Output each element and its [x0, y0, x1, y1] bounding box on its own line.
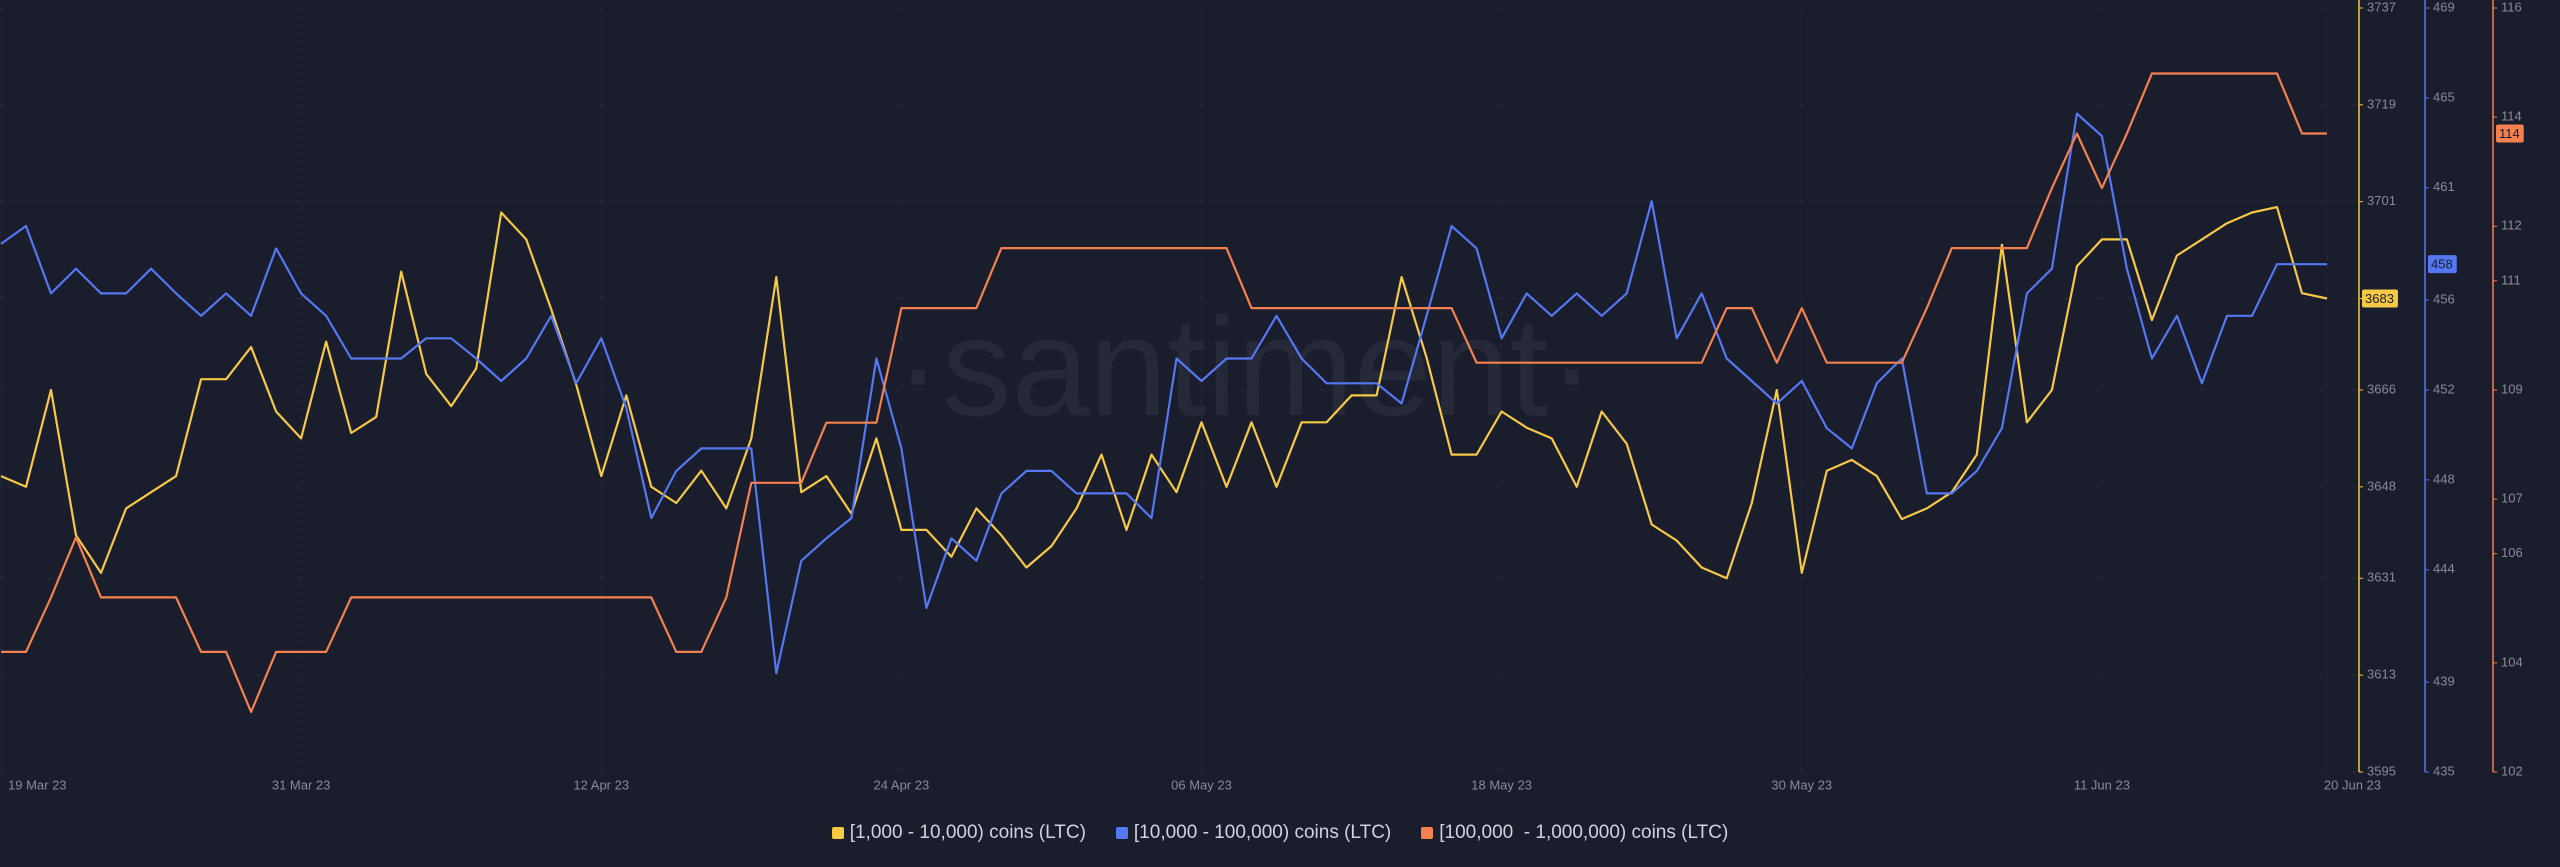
y-tick-label: 3719 — [2367, 96, 2396, 111]
y-tick-label: 116 — [2501, 0, 2522, 14]
value-badge: 114 — [2496, 124, 2524, 143]
y-tick-label: 3631 — [2367, 570, 2396, 585]
y-tick-label: 444 — [2433, 561, 2455, 576]
legend-item[interactable]: [1,000 - 10,000) coins (LTC) — [831, 822, 1086, 844]
y-tick-label: 102 — [2501, 763, 2523, 778]
y-tick-label: 3701 — [2367, 193, 2396, 208]
x-tick-label: 06 May 23 — [1171, 777, 1232, 792]
y-tick-label: 104 — [2501, 654, 2523, 669]
watermark: ·santiment· — [895, 288, 1595, 445]
badge-label: 114 — [2499, 126, 2520, 141]
y-tick-label: 114 — [2501, 109, 2522, 124]
x-tick-label: 24 Apr 23 — [874, 777, 930, 792]
y-tick-label: 3613 — [2367, 667, 2396, 682]
value-badge: 3683 — [2362, 289, 2398, 308]
legend-label: [1,000 - 10,000) coins (LTC) — [849, 822, 1086, 843]
legend-item[interactable]: [100,000 - 1,000,000) coins (LTC) — [1421, 822, 1728, 844]
x-tick-label: 30 May 23 — [1771, 777, 1832, 792]
y-tick-label: 461 — [2433, 179, 2455, 194]
y-tick-label: 3737 — [2367, 0, 2396, 14]
badge-box — [2496, 124, 2524, 143]
y-tick-label: 465 — [2433, 89, 2455, 104]
y-tick-label: 448 — [2433, 471, 2455, 486]
chart: ·santiment· 19 Mar 23 31 Mar 23 12 Apr 23 2… — [0, 0, 2524, 792]
badge-label: 3683 — [2365, 291, 2394, 306]
y-tick-label: 3666 — [2367, 381, 2396, 396]
legend-item[interactable]: [10,000 - 100,000) coins (LTC) — [1115, 822, 1392, 844]
y-tick-label: 3595 — [2367, 763, 2396, 778]
y-tick-label: 107 — [2501, 491, 2523, 506]
badge-label: 458 — [2431, 257, 2453, 272]
series-line — [0, 206, 2328, 580]
x-tick-label: 31 Mar 23 — [272, 777, 331, 792]
y-tick-label: 456 — [2433, 292, 2455, 307]
x-tick-label: 19 Mar 23 — [8, 777, 67, 792]
legend: [1,000 - 10,000) coins (LTC) [10,000 - 10… — [0, 818, 2560, 848]
legend-label: [10,000 - 100,000) coins (LTC) — [1133, 822, 1392, 843]
x-tick-label: 12 Apr 23 — [573, 777, 629, 792]
y-tick-label: 111 — [2501, 272, 2521, 287]
x-tick-label: 18 May 23 — [1471, 777, 1532, 792]
y-tick-label: 439 — [2433, 674, 2455, 689]
legend-swatch — [1115, 827, 1128, 839]
y-tick-label: 452 — [2433, 381, 2455, 396]
legend-swatch — [831, 827, 844, 839]
series-line — [0, 112, 2327, 675]
badge-box — [2428, 255, 2457, 274]
y-tick-label: 106 — [2501, 545, 2523, 560]
badge-box — [2362, 289, 2398, 308]
y-tick-label: 435 — [2433, 763, 2455, 778]
value-badge: 458 — [2428, 255, 2457, 274]
legend-label: [100,000 - 1,000,000) coins (LTC) — [1439, 822, 1729, 843]
x-tick-label: 20 Jun 23 — [2324, 777, 2381, 792]
series-line — [1, 72, 2327, 714]
y-tick-label: 469 — [2433, 0, 2455, 14]
legend-swatch — [1421, 827, 1434, 839]
y-tick-label: 112 — [2501, 218, 2522, 233]
x-tick-label: 11 Jun 23 — [2074, 777, 2130, 792]
y-tick-label: 3648 — [2367, 478, 2396, 493]
y-tick-label: 109 — [2501, 381, 2523, 396]
